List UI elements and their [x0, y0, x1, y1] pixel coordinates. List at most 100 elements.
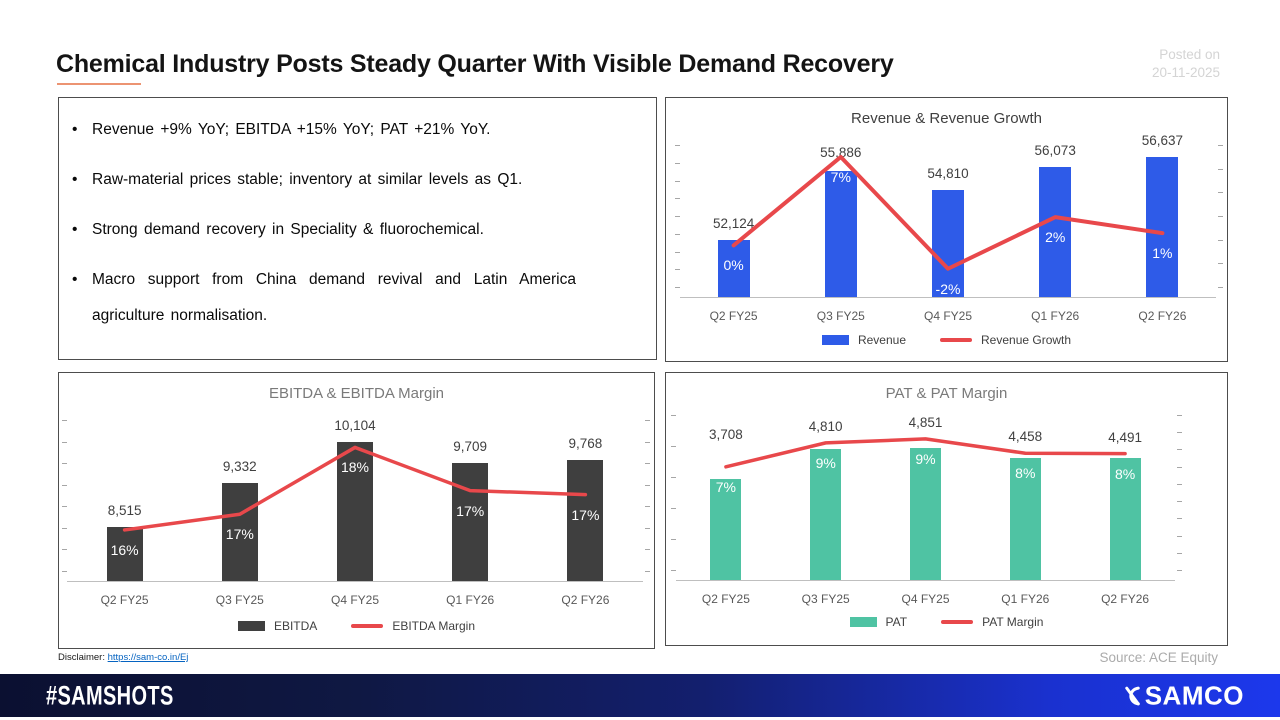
right-axis-tick [1218, 239, 1223, 241]
chart-title: Revenue & Revenue Growth [851, 110, 1042, 127]
x-axis-label: Q2 FY25 [100, 593, 149, 607]
source-label: Source: ACE Equity [1099, 650, 1218, 665]
disclaimer-link[interactable]: https://sam-co.in/Ej [107, 652, 189, 663]
bar-value-label: 52,124 [712, 215, 755, 231]
margin-pct-label: 18% [340, 459, 370, 476]
margin-pct-label: 2% [1045, 229, 1066, 246]
x-axis-label: Q2 FY25 [709, 309, 758, 323]
ebitda-chart-panel: EBITDA & EBITDA Margin 8,515 16% Q2 FY25 9,3… [58, 372, 655, 649]
bar-q2-fy26 [1146, 156, 1179, 297]
key-highlights-panel: Revenue +9% YoY; EBITDA +15% YoY; PAT +2… [58, 97, 657, 360]
bar-value-label: 55,886 [820, 144, 862, 160]
posted-on-label: Posted on 20-11-2025 [1152, 46, 1220, 82]
right-axis-tick [645, 571, 650, 572]
legend-line-swatch [941, 620, 974, 624]
margin-pct-label: 16% [110, 541, 139, 558]
right-axis-tick [1177, 570, 1182, 571]
bar-value-label: 56,637 [1141, 132, 1184, 148]
page-title: Chemical Industry Posts Steady Quarter W… [56, 50, 894, 78]
x-axis-label: Q1 FY26 [1031, 309, 1080, 323]
left-axis-tick [675, 180, 680, 182]
left-axis-tick [671, 415, 676, 416]
x-axis-label: Q2 FY25 [701, 592, 750, 606]
legend-line-label: Revenue Growth [981, 333, 1072, 347]
left-axis-tick [675, 198, 680, 200]
left-axis-tick [675, 269, 680, 271]
margin-pct-label: 17% [571, 506, 600, 523]
x-axis-label: Q4 FY25 [923, 309, 973, 323]
left-axis-tick [671, 477, 676, 478]
right-axis-tick [1218, 145, 1223, 146]
chart-legend: PAT PAT Margin [666, 615, 1227, 629]
left-axis-tick [62, 549, 67, 551]
margin-pct-label: 9% [815, 454, 836, 471]
x-axis-label: Q4 FY25 [330, 593, 380, 607]
right-axis-tick [645, 549, 650, 551]
samco-logo-text: SAMCO [1144, 680, 1244, 710]
margin-pct-label: -2% [935, 280, 961, 297]
left-axis-tick [62, 463, 67, 465]
samco-logo-icon [1124, 686, 1140, 705]
left-axis-tick [62, 527, 67, 529]
left-axis-tick [62, 506, 67, 508]
bullet-item: Macro support from China demand revival … [59, 262, 576, 334]
bar-q1-fy26 [1009, 458, 1041, 580]
title-underline [57, 83, 141, 85]
left-axis-tick [675, 162, 680, 164]
left-axis-tick [62, 571, 67, 572]
bullet-list: Revenue +9% YoY; EBITDA +15% YoY; PAT +2… [59, 98, 656, 334]
legend-bar-label: Revenue [857, 333, 906, 347]
right-axis-tick [1218, 168, 1223, 170]
legend-bar-swatch [821, 335, 849, 345]
bar-q2-fy25 [710, 478, 742, 580]
chart-legend: EBITDA EBITDA Margin [59, 619, 654, 633]
right-axis-tick [645, 441, 650, 443]
bar-q3-fy25 [810, 448, 842, 580]
x-axis-label: Q2 FY26 [1101, 592, 1150, 606]
bar-value-label: 4,491 [1108, 429, 1142, 445]
bar-q3-fy25 [824, 170, 857, 297]
margin-pct-label: 8% [1015, 465, 1036, 482]
margin-pct-label: 0% [723, 257, 744, 274]
left-axis-tick [671, 446, 676, 447]
posted-on-line1: Posted on [1159, 47, 1220, 62]
margin-pct-label: 7% [715, 478, 736, 495]
left-axis-tick [62, 420, 67, 421]
left-axis-tick [671, 539, 676, 540]
right-axis-tick [645, 484, 650, 486]
bar-value-label: 56,073 [1034, 143, 1076, 159]
samco-logo: SAMCO [1122, 680, 1244, 711]
pat-chart-panel: PAT & PAT Margin 3,708 7% Q2 FY25 4,810 9% Q3 … [665, 372, 1228, 646]
right-axis-tick [1177, 483, 1182, 485]
legend-bar-label: PAT [885, 615, 908, 629]
margin-pct-label: 8% [1114, 465, 1136, 482]
bar-value-label: 3,708 [708, 426, 743, 442]
bar-value-label: 9,768 [568, 436, 603, 452]
margin-pct-label: 7% [830, 168, 851, 185]
x-axis-line [680, 297, 1216, 298]
margin-pct-label: 17% [225, 526, 254, 543]
left-axis-tick [675, 233, 680, 235]
bar-value-label: 10,104 [334, 418, 376, 434]
posted-on-line2: 20-11-2025 [1151, 65, 1220, 80]
x-axis-line [676, 580, 1175, 581]
left-axis-tick [62, 484, 67, 486]
legend-line-label: EBITDA Margin [392, 619, 476, 633]
legend-bar-swatch [237, 621, 265, 631]
bar-value-label: 4,851 [908, 414, 943, 430]
left-axis-tick [675, 287, 680, 288]
right-axis-tick [645, 527, 650, 529]
legend-line-swatch [351, 624, 384, 628]
bar-value-label: 54,810 [927, 166, 969, 182]
bar-value-label: 9,709 [453, 439, 488, 455]
bar-value-label: 9,332 [222, 459, 257, 475]
x-axis-label: Q3 FY25 [801, 592, 850, 606]
right-axis-tick [1177, 415, 1182, 416]
chart-legend: Revenue Revenue Growth [666, 333, 1227, 347]
x-axis-label: Q1 FY26 [1001, 592, 1050, 606]
right-axis-tick [1177, 449, 1182, 451]
bullet-item: Strong demand recovery in Speciality & f… [59, 212, 576, 248]
right-axis-tick [1177, 535, 1182, 537]
disclaimer-label: Disclaimer: [58, 652, 105, 663]
